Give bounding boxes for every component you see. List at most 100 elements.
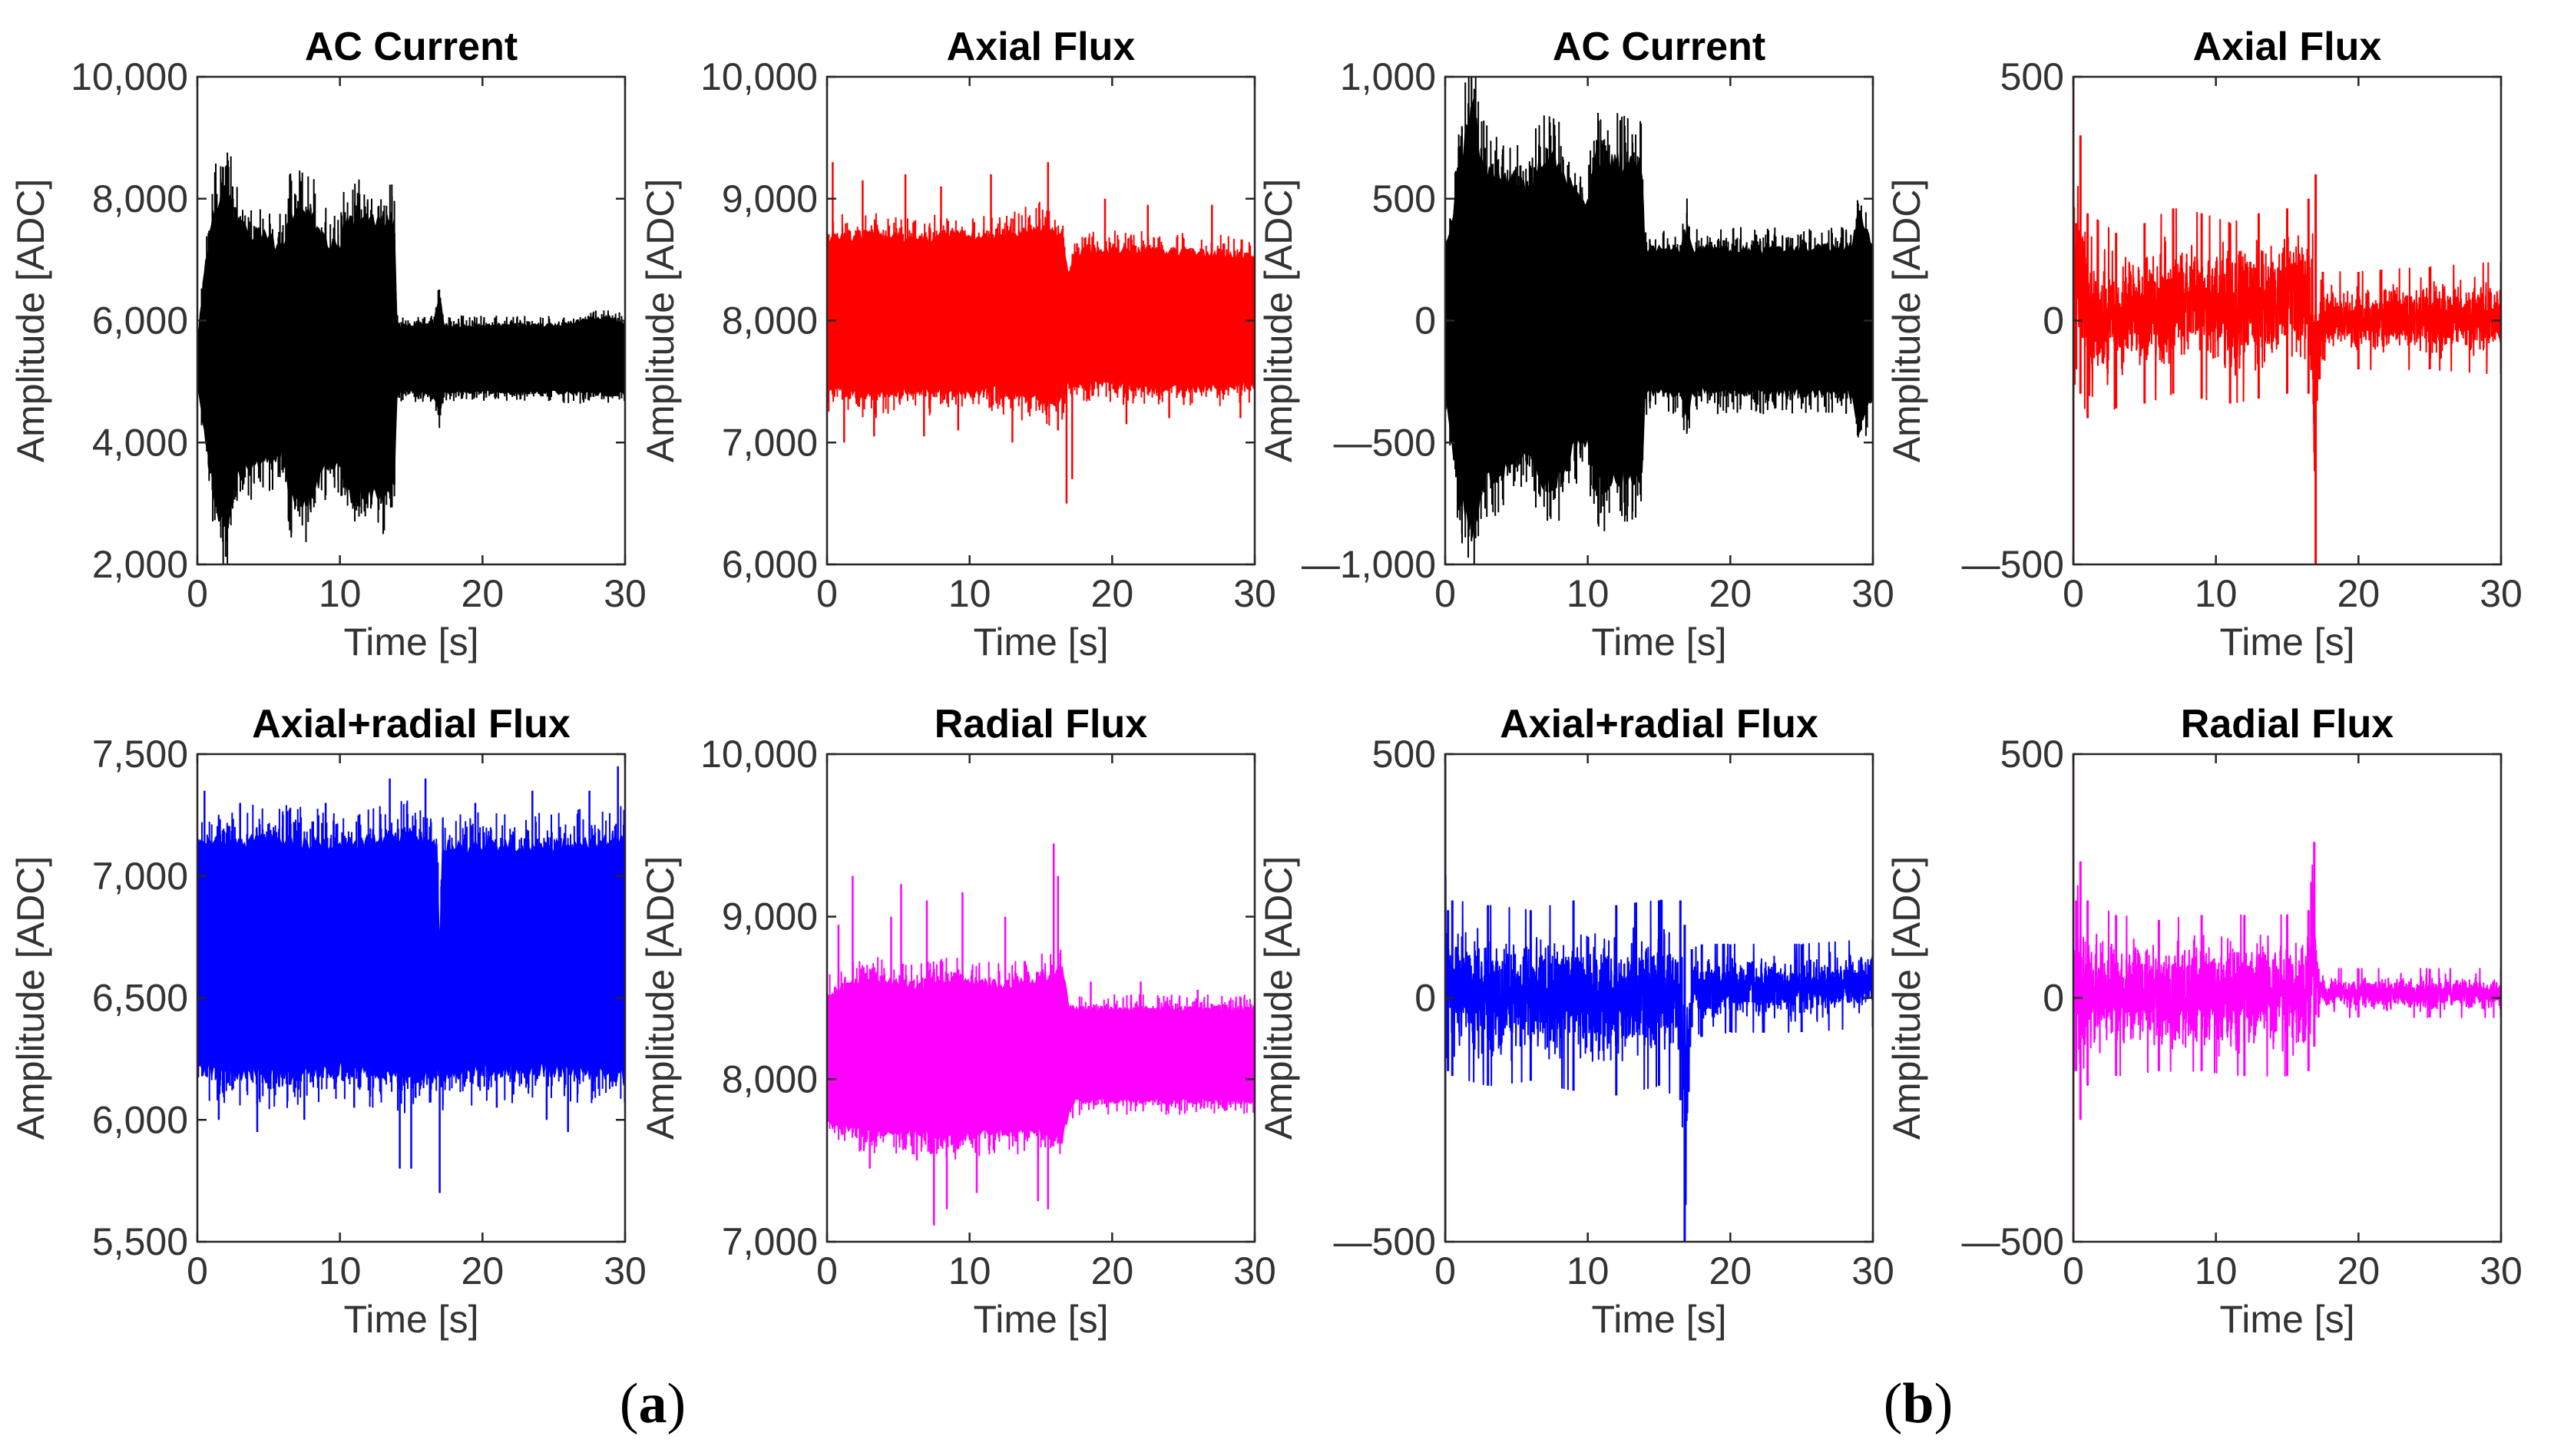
y-tick-label: 10,000 xyxy=(700,733,818,776)
y-tick-label: 0 xyxy=(2043,977,2064,1020)
y-tick-label: 500 xyxy=(1372,177,1436,220)
chart-title: AC Current xyxy=(305,25,518,69)
x-tick-label: 10 xyxy=(2195,1249,2238,1292)
caption-a-close: ) xyxy=(667,1372,687,1435)
chart-a-ac-current: 0 10 20 30 2,000 4,000 6,000 8,000 10,000 AC Curr… xyxy=(9,25,647,663)
y-tick-label: —500 xyxy=(1962,543,2064,586)
y-axis-label: Amplitude [ADC] xyxy=(1257,179,1300,463)
x-tick-label: 20 xyxy=(1091,1249,1134,1292)
caption-b-open: ( xyxy=(1884,1372,1903,1435)
y-axis-label: Amplitude [ADC] xyxy=(639,179,682,463)
x-tick-label: 30 xyxy=(604,572,647,615)
y-tick-label: 6,000 xyxy=(92,299,188,342)
y-tick-label: —500 xyxy=(1334,1220,1436,1263)
panels: 0 10 20 30 2,000 4,000 6,000 8,000 10,000 AC Curr… xyxy=(9,25,2523,1341)
caption-a-open: ( xyxy=(620,1372,639,1435)
x-tick-label: 20 xyxy=(1091,572,1134,615)
x-axis-label: Time [s] xyxy=(2220,1298,2355,1341)
y-tick-label: 0 xyxy=(2043,299,2064,342)
y-tick-label: 6,000 xyxy=(722,543,818,586)
y-tick-label: 8,000 xyxy=(722,1057,818,1100)
x-tick-label: 30 xyxy=(2480,1249,2523,1292)
x-tick-label: 10 xyxy=(1567,572,1610,615)
y-tick-label: 9,000 xyxy=(722,895,818,938)
x-tick-label: 30 xyxy=(1851,572,1894,615)
y-tick-label: 7,500 xyxy=(92,733,188,776)
y-tick-label: 500 xyxy=(2000,733,2064,776)
x-tick-label: 30 xyxy=(1851,1249,1894,1292)
series xyxy=(197,152,625,564)
x-tick-label: 10 xyxy=(319,1249,362,1292)
y-tick-label: —1,000 xyxy=(1302,543,1436,586)
x-tick-label: 10 xyxy=(948,1249,991,1292)
y-tick-label: 1,000 xyxy=(1340,55,1436,98)
x-tick-label: 30 xyxy=(2480,572,2523,615)
x-axis-label: Time [s] xyxy=(2220,620,2355,663)
chart-title: Radial Flux xyxy=(2181,702,2394,746)
x-tick-label: 0 xyxy=(1434,1249,1456,1292)
y-tick-label: 10,000 xyxy=(700,55,818,98)
chart-title: Axial+radial Flux xyxy=(1500,702,1818,746)
x-tick-label: 30 xyxy=(604,1249,647,1292)
x-axis-label: Time [s] xyxy=(344,620,479,663)
y-tick-label: 8,000 xyxy=(722,299,818,342)
x-tick-label: 10 xyxy=(948,572,991,615)
y-tick-label: 500 xyxy=(1372,733,1436,776)
chart-a-axial-flux: 0 10 20 30 6,000 7,000 8,000 9,000 10,000 Axial F… xyxy=(639,25,1276,663)
x-tick-label: 0 xyxy=(187,572,208,615)
x-tick-label: 10 xyxy=(2195,572,2238,615)
x-tick-label: 0 xyxy=(1434,572,1456,615)
y-axis-label: Amplitude [ADC] xyxy=(1885,179,1928,463)
x-axis-label: Time [s] xyxy=(1592,620,1727,663)
y-axis-label: Amplitude [ADC] xyxy=(9,856,52,1140)
axes-frame xyxy=(825,753,1256,1243)
y-axis-label: Amplitude [ADC] xyxy=(639,856,682,1140)
y-tick-label: 7,000 xyxy=(92,855,188,898)
y-tick-label: 5,500 xyxy=(92,1220,188,1263)
caption-a-letter: a xyxy=(639,1372,667,1435)
chart-title: Radial Flux xyxy=(935,702,1147,746)
y-tick-label: 0 xyxy=(1414,977,1436,1020)
y-tick-label: 6,000 xyxy=(92,1098,188,1141)
y-tick-label: 7,000 xyxy=(722,421,818,464)
series xyxy=(2073,754,2501,1242)
chart-title: Axial+radial Flux xyxy=(252,702,571,746)
y-tick-label: 9,000 xyxy=(722,177,818,220)
x-tick-label: 30 xyxy=(1233,572,1276,615)
x-axis-label: Time [s] xyxy=(974,620,1109,663)
x-tick-label: 20 xyxy=(1709,1249,1752,1292)
x-tick-label: 20 xyxy=(462,1249,505,1292)
caption-b: (b) xyxy=(1884,1372,1953,1435)
x-tick-label: 0 xyxy=(2063,1249,2084,1292)
y-axis-label: Amplitude [ADC] xyxy=(9,179,52,463)
x-tick-label: 0 xyxy=(816,1249,838,1292)
series xyxy=(2073,77,2501,564)
x-tick-label: 30 xyxy=(1233,1249,1276,1292)
y-tick-label: 2,000 xyxy=(92,543,188,586)
x-tick-label: 10 xyxy=(319,572,362,615)
x-tick-label: 20 xyxy=(462,572,505,615)
chart-a-radial-flux: 0 10 20 30 7,000 8,000 9,000 10,000 Radial Flux T… xyxy=(639,702,1276,1341)
y-tick-label: —500 xyxy=(1962,1220,2064,1263)
x-tick-label: 20 xyxy=(2337,1249,2380,1292)
y-tick-label: 10,000 xyxy=(71,55,188,98)
x-axis-label: Time [s] xyxy=(974,1298,1109,1341)
y-tick-label: 0 xyxy=(1414,299,1436,342)
y-tick-label: 500 xyxy=(2000,55,2064,98)
caption-a: (a) xyxy=(620,1372,686,1435)
x-tick-label: 20 xyxy=(2337,572,2380,615)
series xyxy=(827,843,1255,1226)
chart-title: AC Current xyxy=(1553,25,1765,69)
y-tick-label: 6,500 xyxy=(92,977,188,1020)
x-axis-label: Time [s] xyxy=(344,1298,479,1341)
x-tick-label: 0 xyxy=(816,572,838,615)
y-tick-label: —500 xyxy=(1334,421,1436,464)
x-axis-label: Time [s] xyxy=(1592,1298,1727,1341)
caption-b-close: ) xyxy=(1934,1372,1954,1435)
chart-title: Axial Flux xyxy=(947,25,1136,69)
y-tick-label: 4,000 xyxy=(92,421,188,464)
